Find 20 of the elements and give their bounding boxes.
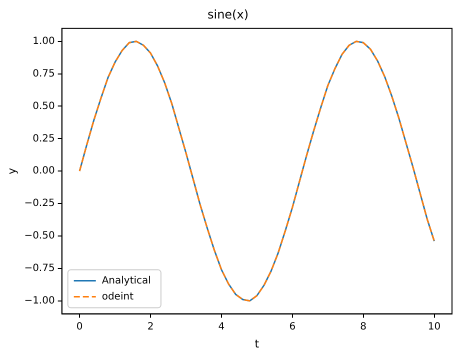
x-tick-label: 8	[360, 321, 367, 332]
y-tick-label: 0.25	[32, 133, 55, 144]
x-tick-label: 4	[218, 321, 225, 332]
y-tick-label: 0.50	[32, 100, 55, 112]
y-axis-title: y	[5, 167, 18, 174]
y-tick-label: −0.25	[24, 198, 55, 210]
x-tick-label: 6	[289, 321, 296, 332]
y-tick-label: 0.00	[32, 166, 55, 177]
x-axis-title: t	[254, 337, 260, 350]
chart-title: sine(x)	[207, 7, 249, 22]
y-tick-label: 0.75	[32, 68, 55, 80]
x-tick-label: 2	[147, 321, 154, 332]
y-tick-label: −0.50	[24, 230, 55, 242]
y-tick-label: 1.00	[32, 36, 55, 47]
legend-label: odeint	[102, 291, 134, 302]
x-tick-label: 0	[76, 321, 83, 332]
x-tick-label: 10	[428, 321, 441, 332]
legend-label: Analytical	[102, 275, 151, 286]
y-tick-label: −1.00	[24, 295, 55, 306]
y-tick-label: −0.75	[24, 262, 55, 274]
